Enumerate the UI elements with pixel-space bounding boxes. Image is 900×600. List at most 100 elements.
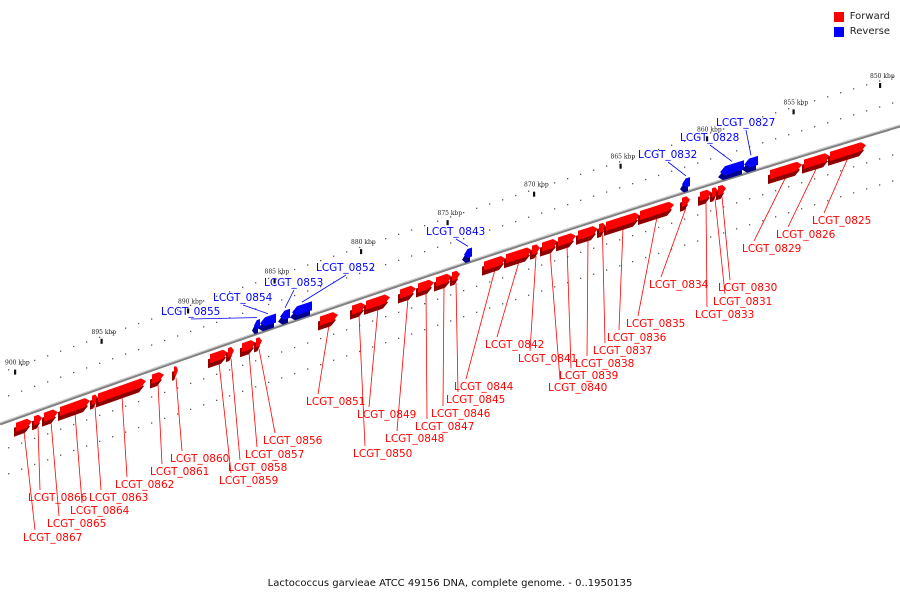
gene-label[interactable]: LCGT_0843 [426, 226, 485, 238]
gene-label[interactable]: LCGT_0855 [161, 306, 220, 318]
gene-label[interactable]: LCGT_0862 [115, 479, 174, 491]
gene-lcgt-0849[interactable] [364, 294, 390, 315]
gene-lcgt-0852[interactable] [290, 301, 312, 321]
gene-label[interactable]: LCGT_0867 [23, 532, 82, 544]
guide-dot [294, 268, 296, 271]
gene-lcgt-0851[interactable] [318, 312, 338, 331]
guide-dot [736, 150, 738, 152]
gene-label[interactable]: LCGT_0825 [812, 215, 871, 227]
guide-dot [554, 260, 556, 262]
gene-label[interactable]: LCGT_0834 [649, 279, 709, 291]
gene-lcgt-0863[interactable] [90, 394, 98, 410]
gene-lcgt-0837[interactable] [597, 222, 606, 239]
gene-lcgt-0856[interactable] [254, 337, 262, 353]
gene-label[interactable]: LCGT_0827 [716, 117, 775, 129]
gene-lcgt-0855[interactable] [252, 319, 260, 335]
gene-lcgt-0861[interactable] [150, 372, 164, 389]
gene-label[interactable]: LCGT_0829 [742, 243, 801, 255]
gene-label[interactable]: LCGT_0853 [264, 277, 323, 289]
gene-lcgt-0836[interactable] [604, 212, 640, 236]
gene-label[interactable]: LCGT_0856 [263, 435, 323, 447]
gene-lcgt-0850[interactable] [350, 302, 366, 320]
gene-label[interactable]: LCGT_0841 [518, 353, 577, 365]
gene-lcgt-0858[interactable] [226, 346, 234, 363]
tick-label: 890 kbp [178, 298, 203, 305]
gene-label[interactable]: LCGT_0850 [353, 448, 412, 460]
gene-lcgt-0832[interactable] [680, 177, 690, 193]
gene-label[interactable]: LCGT_0849 [357, 409, 416, 421]
gene-label[interactable]: LCGT_0833 [695, 309, 754, 321]
gene-label[interactable]: LCGT_0848 [385, 433, 444, 445]
guide-dot [801, 104, 803, 106]
gene-lcgt-0839[interactable] [556, 233, 576, 252]
gene-lcgt-0853[interactable] [278, 308, 290, 325]
gene-lcgt-0841[interactable] [530, 244, 540, 260]
gene-label[interactable]: LCGT_0851 [306, 396, 365, 408]
gene-label[interactable]: LCGT_0866 [28, 492, 88, 504]
gene-label[interactable]: LCGT_0865 [47, 518, 106, 530]
gene-label[interactable]: LCGT_0831 [713, 296, 772, 308]
gene-lcgt-0826[interactable] [802, 153, 830, 174]
gene-lcgt-0860[interactable] [172, 366, 178, 381]
gene-lcgt-0840[interactable] [540, 239, 558, 257]
guide-dot [411, 255, 413, 257]
gene-lcgt-0835[interactable] [638, 201, 674, 225]
gene-lcgt-0864[interactable] [58, 398, 90, 421]
gene-lcgt-0857[interactable] [240, 340, 256, 358]
gene-lcgt-0867[interactable] [14, 418, 32, 437]
gene-lcgt-0833[interactable] [698, 189, 712, 206]
gene-label[interactable]: LCGT_0826 [776, 229, 836, 241]
gene-lcgt-0847[interactable] [416, 279, 434, 298]
gene-label[interactable]: LCGT_0858 [228, 462, 287, 474]
gene-label[interactable]: LCGT_0847 [415, 421, 474, 433]
gene-label[interactable]: LCGT_0859 [219, 475, 278, 487]
gene-lcgt-0859[interactable] [208, 349, 228, 369]
gene-label[interactable]: LCGT_0836 [607, 332, 667, 344]
gene-lcgt-0843[interactable] [462, 247, 472, 264]
guide-dot [502, 277, 504, 279]
guide-dot [606, 269, 608, 271]
gene-label[interactable]: LCGT_0861 [150, 466, 209, 478]
guide-dot [190, 408, 192, 410]
gene-lcgt-0845[interactable] [450, 270, 460, 287]
gene-label[interactable]: LCGT_0828 [680, 132, 739, 144]
guide-dot [645, 256, 647, 259]
gene-label[interactable]: LCGT_0845 [446, 394, 505, 406]
gene-label[interactable]: LCGT_0857 [245, 449, 304, 461]
gene-label[interactable]: LCGT_0852 [316, 262, 375, 274]
gene-label[interactable]: LCGT_0846 [431, 408, 491, 420]
gene-lcgt-0848[interactable] [398, 285, 416, 304]
gene-lcgt-0866[interactable] [32, 414, 42, 431]
gene-label[interactable]: LCGT_0860 [170, 453, 229, 465]
guide-dot [307, 264, 309, 266]
gene-lcgt-0827[interactable] [742, 155, 758, 173]
gene-lcgt-0854[interactable] [258, 313, 276, 332]
gene-lcgt-0846[interactable] [434, 273, 452, 292]
gene-label[interactable]: LCGT_0835 [626, 318, 685, 330]
gene-lcgt-0844[interactable] [482, 256, 506, 276]
gene-lcgt-0829[interactable] [768, 161, 802, 185]
gene-lcgt-0831[interactable] [710, 187, 718, 203]
gene-lcgt-0862[interactable] [96, 378, 146, 408]
gene-label[interactable]: LCGT_0844 [454, 381, 514, 393]
gene-lcgt-0825[interactable] [828, 142, 866, 166]
gene-lcgt-0834[interactable] [680, 196, 690, 212]
gene-label[interactable]: LCGT_0832 [638, 149, 697, 161]
gene-label[interactable]: LCGT_0854 [213, 292, 273, 304]
guide-dot [281, 351, 283, 353]
gene-label[interactable]: LCGT_0842 [485, 339, 544, 351]
guide-dot [320, 338, 322, 340]
gene-lcgt-0842[interactable] [504, 247, 532, 269]
gene-label[interactable]: LCGT_0839 [559, 370, 618, 382]
gene-label[interactable]: LCGT_0837 [593, 345, 652, 357]
gene-label[interactable]: LCGT_0864 [70, 505, 130, 517]
gene-label[interactable]: LCGT_0863 [89, 492, 148, 504]
tick-label: 870 kbp [524, 182, 549, 189]
gene-lcgt-0865[interactable] [42, 409, 58, 427]
gene-lcgt-0838[interactable] [576, 226, 598, 245]
gene-lcgt-0828[interactable] [718, 160, 744, 181]
gene-label[interactable]: LCGT_0838 [575, 358, 634, 370]
gene-label[interactable]: LCGT_0840 [548, 382, 607, 394]
gene-lcgt-0830[interactable] [716, 185, 726, 201]
gene-label[interactable]: LCGT_0830 [718, 282, 777, 294]
